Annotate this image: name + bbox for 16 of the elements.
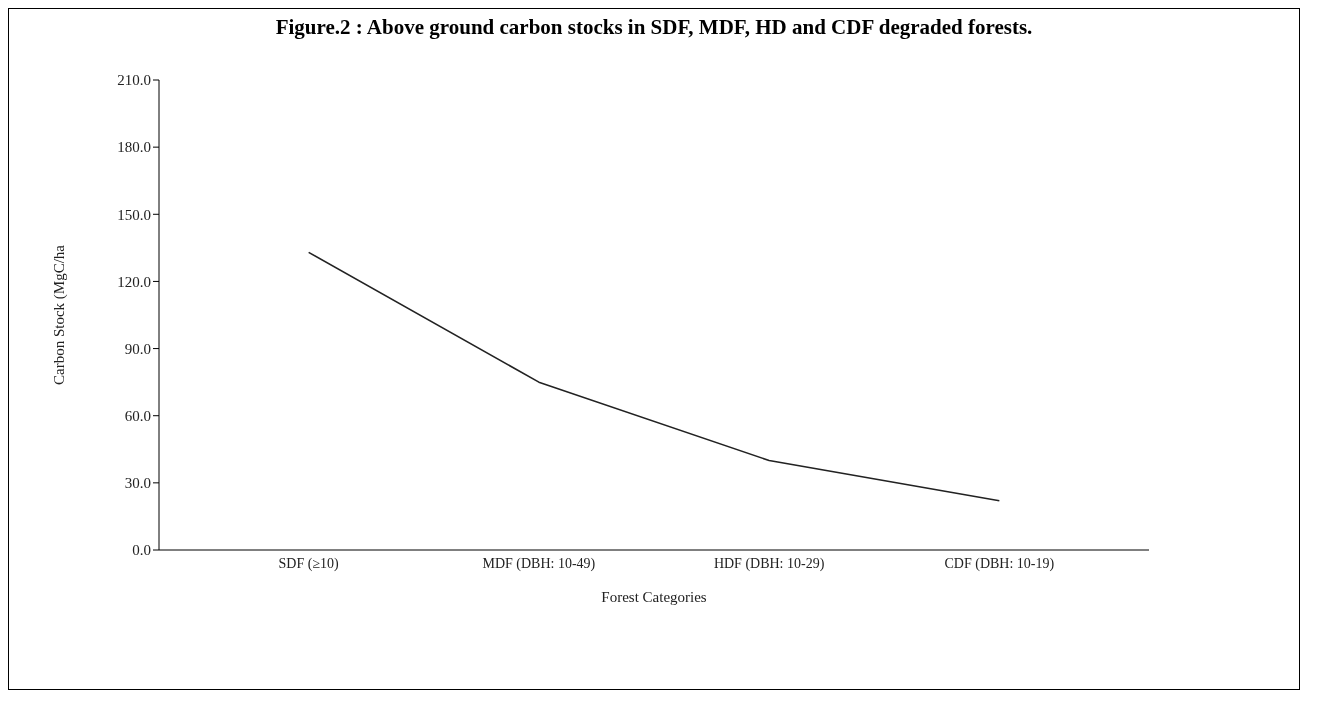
- y-tick-label: 180.0: [117, 139, 151, 156]
- line-series: [307, 251, 1001, 502]
- y-tick-label: 150.0: [117, 206, 151, 223]
- x-tick-label: MDF (DBH: 10-49): [482, 555, 596, 572]
- x-axis-title: Forest Categories: [601, 589, 707, 605]
- y-tick-label: 30.0: [124, 475, 151, 492]
- y-tick-label: 120.0: [117, 273, 151, 290]
- x-tick-label: SDF (≥10): [278, 555, 340, 572]
- y-tick-label: 60.0: [124, 408, 151, 425]
- y-tick-label: 90.0: [124, 340, 151, 357]
- y-tick-label: 210.0: [117, 72, 151, 89]
- x-tick-label: CDF (DBH: 10-19): [944, 555, 1055, 572]
- x-tick-label: HDF (DBH: 10-29): [713, 555, 825, 572]
- chart-title: Figure.2 : Above ground carbon stocks in SDF, MDF, HD and CDF degraded forests.: [274, 15, 1034, 40]
- y-tick-label: 0.0: [132, 542, 151, 559]
- y-axis-title: Carbon Stock (MgC/ha: [51, 244, 69, 385]
